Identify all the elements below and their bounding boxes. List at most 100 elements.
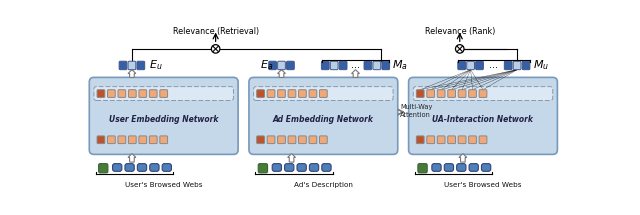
FancyBboxPatch shape bbox=[469, 164, 478, 171]
Text: $E_a$: $E_a$ bbox=[260, 58, 273, 72]
FancyBboxPatch shape bbox=[125, 164, 134, 171]
Text: User's Browsed Webs: User's Browsed Webs bbox=[125, 182, 202, 188]
FancyBboxPatch shape bbox=[267, 136, 275, 144]
FancyBboxPatch shape bbox=[504, 61, 512, 70]
FancyBboxPatch shape bbox=[297, 164, 307, 171]
FancyBboxPatch shape bbox=[417, 90, 424, 97]
FancyBboxPatch shape bbox=[257, 90, 264, 97]
FancyBboxPatch shape bbox=[413, 87, 553, 100]
Text: Multi-Way: Multi-Way bbox=[400, 104, 433, 111]
FancyBboxPatch shape bbox=[364, 61, 372, 70]
FancyBboxPatch shape bbox=[149, 136, 157, 144]
FancyBboxPatch shape bbox=[150, 164, 159, 171]
FancyBboxPatch shape bbox=[522, 61, 530, 70]
FancyBboxPatch shape bbox=[309, 164, 319, 171]
FancyBboxPatch shape bbox=[458, 90, 466, 97]
Circle shape bbox=[211, 45, 220, 53]
FancyBboxPatch shape bbox=[97, 90, 105, 97]
FancyBboxPatch shape bbox=[448, 136, 456, 144]
Text: $E_u$: $E_u$ bbox=[149, 58, 163, 72]
FancyBboxPatch shape bbox=[319, 136, 327, 144]
FancyBboxPatch shape bbox=[253, 87, 393, 100]
FancyBboxPatch shape bbox=[249, 77, 397, 154]
FancyBboxPatch shape bbox=[479, 90, 487, 97]
FancyBboxPatch shape bbox=[437, 90, 445, 97]
Text: User Embedding Network: User Embedding Network bbox=[109, 115, 218, 124]
FancyArrow shape bbox=[278, 70, 285, 77]
FancyBboxPatch shape bbox=[118, 136, 125, 144]
FancyBboxPatch shape bbox=[427, 136, 435, 144]
FancyBboxPatch shape bbox=[298, 90, 307, 97]
Text: ...: ... bbox=[351, 60, 360, 71]
FancyBboxPatch shape bbox=[149, 90, 157, 97]
FancyBboxPatch shape bbox=[444, 164, 454, 171]
FancyBboxPatch shape bbox=[476, 61, 483, 70]
FancyBboxPatch shape bbox=[467, 61, 474, 70]
FancyBboxPatch shape bbox=[288, 136, 296, 144]
FancyBboxPatch shape bbox=[309, 90, 317, 97]
FancyBboxPatch shape bbox=[339, 61, 347, 70]
FancyBboxPatch shape bbox=[437, 136, 445, 144]
FancyBboxPatch shape bbox=[448, 90, 456, 97]
Circle shape bbox=[456, 45, 464, 53]
FancyBboxPatch shape bbox=[269, 61, 276, 70]
FancyBboxPatch shape bbox=[118, 90, 125, 97]
FancyArrow shape bbox=[128, 70, 136, 77]
FancyArrow shape bbox=[459, 154, 467, 162]
FancyBboxPatch shape bbox=[90, 77, 238, 154]
FancyBboxPatch shape bbox=[99, 164, 108, 173]
FancyBboxPatch shape bbox=[278, 90, 285, 97]
FancyBboxPatch shape bbox=[481, 164, 491, 171]
Text: User's Browsed Webs: User's Browsed Webs bbox=[444, 182, 522, 188]
FancyBboxPatch shape bbox=[382, 61, 390, 70]
Text: $M_u$: $M_u$ bbox=[532, 58, 548, 72]
FancyArrow shape bbox=[128, 154, 136, 162]
FancyBboxPatch shape bbox=[468, 136, 476, 144]
FancyBboxPatch shape bbox=[321, 61, 329, 70]
FancyBboxPatch shape bbox=[298, 136, 307, 144]
FancyArrow shape bbox=[351, 70, 360, 77]
FancyBboxPatch shape bbox=[129, 90, 136, 97]
FancyBboxPatch shape bbox=[479, 136, 487, 144]
FancyBboxPatch shape bbox=[139, 136, 147, 144]
FancyBboxPatch shape bbox=[432, 164, 441, 171]
FancyBboxPatch shape bbox=[468, 90, 476, 97]
FancyBboxPatch shape bbox=[272, 164, 282, 171]
FancyBboxPatch shape bbox=[417, 136, 424, 144]
FancyBboxPatch shape bbox=[418, 164, 428, 173]
Text: Ad's Description: Ad's Description bbox=[294, 182, 353, 188]
FancyBboxPatch shape bbox=[94, 87, 234, 100]
Text: Relevance (Rank): Relevance (Rank) bbox=[424, 27, 495, 36]
FancyBboxPatch shape bbox=[137, 61, 145, 70]
FancyBboxPatch shape bbox=[309, 136, 317, 144]
FancyBboxPatch shape bbox=[97, 136, 105, 144]
Text: Attention: Attention bbox=[400, 112, 431, 118]
FancyBboxPatch shape bbox=[119, 61, 127, 70]
FancyBboxPatch shape bbox=[160, 136, 168, 144]
FancyBboxPatch shape bbox=[257, 136, 264, 144]
FancyBboxPatch shape bbox=[457, 164, 466, 171]
FancyBboxPatch shape bbox=[330, 61, 338, 70]
FancyBboxPatch shape bbox=[278, 136, 285, 144]
Text: UA-Interaction Network: UA-Interaction Network bbox=[433, 115, 534, 124]
FancyBboxPatch shape bbox=[373, 61, 381, 70]
FancyBboxPatch shape bbox=[267, 90, 275, 97]
FancyBboxPatch shape bbox=[160, 90, 168, 97]
FancyBboxPatch shape bbox=[285, 164, 294, 171]
FancyBboxPatch shape bbox=[458, 136, 466, 144]
Text: Relevance (Retrieval): Relevance (Retrieval) bbox=[173, 27, 259, 36]
FancyBboxPatch shape bbox=[128, 61, 136, 70]
FancyArrow shape bbox=[287, 154, 296, 162]
FancyBboxPatch shape bbox=[278, 61, 285, 70]
Text: $M_a$: $M_a$ bbox=[392, 58, 408, 72]
FancyBboxPatch shape bbox=[319, 90, 327, 97]
Text: ...: ... bbox=[490, 60, 499, 71]
FancyBboxPatch shape bbox=[162, 164, 172, 171]
FancyBboxPatch shape bbox=[259, 164, 268, 173]
FancyBboxPatch shape bbox=[113, 164, 122, 171]
FancyBboxPatch shape bbox=[139, 90, 147, 97]
FancyBboxPatch shape bbox=[108, 90, 115, 97]
FancyBboxPatch shape bbox=[408, 77, 557, 154]
FancyBboxPatch shape bbox=[138, 164, 147, 171]
FancyBboxPatch shape bbox=[322, 164, 331, 171]
